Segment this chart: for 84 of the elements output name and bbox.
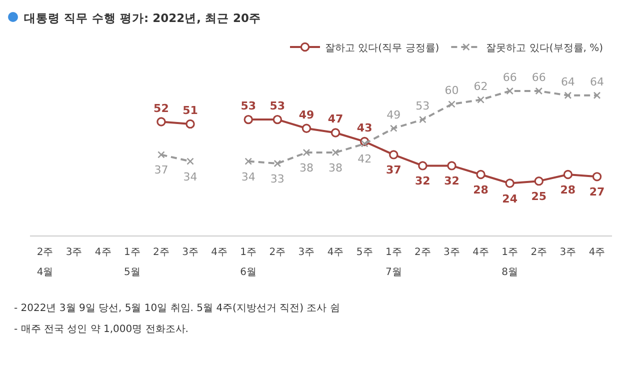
text: - 매주 전국 성인 약 1,000명 전화조사. — [14, 324, 188, 335]
x-tick-label: 2주 — [530, 247, 548, 258]
data-label: 32 — [444, 174, 460, 188]
point — [390, 124, 398, 132]
point — [592, 172, 602, 182]
x-tick-label: 2주 4월 — [36, 247, 54, 278]
x-tick-label: 3주 — [298, 247, 315, 258]
point — [156, 117, 166, 126]
point — [302, 148, 310, 156]
x-tick-label: 5주 — [356, 247, 373, 258]
data-label: 28 — [473, 183, 488, 196]
x-tick-label: 4주 — [472, 247, 489, 258]
data-label: 34 — [241, 170, 256, 184]
data-label: 27 — [589, 186, 605, 199]
data-label: 49 — [386, 108, 401, 122]
data-label: 53 — [270, 100, 286, 113]
point — [158, 151, 165, 158]
data-label: 37 — [386, 164, 402, 177]
point — [186, 119, 195, 129]
x-tick-label: 2주 — [414, 247, 431, 258]
x-tick-label: 3주 — [66, 247, 82, 258]
data-label: 66 — [532, 71, 546, 84]
point — [360, 140, 368, 148]
point — [563, 170, 573, 180]
point — [505, 178, 514, 188]
data-label: 53 — [416, 100, 430, 113]
point — [302, 124, 312, 133]
data-label: 66 — [502, 71, 517, 84]
legend-label: 잘하고 있다(직무 긍정률) — [325, 43, 440, 54]
data-label: 38 — [299, 162, 314, 175]
point — [419, 116, 426, 124]
point — [564, 92, 572, 100]
data-label: 51 — [182, 104, 198, 117]
data-label: 43 — [356, 122, 372, 135]
x-tick-label: 1주 5월 — [124, 247, 140, 278]
data-label: 32 — [415, 174, 430, 188]
x-tick-label: 1주 7월 — [385, 247, 402, 278]
point — [476, 170, 486, 180]
data-label: 38 — [328, 162, 343, 175]
x-tick-label: 2주 — [153, 247, 170, 258]
x-tick-label: 1주 8월 — [502, 247, 518, 278]
point — [332, 148, 340, 156]
point — [448, 100, 456, 108]
x-tick-label: 4주 — [588, 247, 606, 258]
x-tick-label: 4주 — [211, 247, 228, 258]
data-label: 53 — [240, 100, 256, 113]
x-tick-label: 1주 6월 — [240, 247, 257, 278]
point — [244, 114, 253, 124]
text: - 2022년 3월 9일 당선, 5월 10일 취임. 5월 4주(지방선거 직전) 조사 쉼 — [14, 303, 340, 314]
x-tick-label: 2주 — [269, 247, 286, 258]
chart-title: 대통령 직무 수행 평가: 2022년, 최근 20주 — [24, 11, 261, 25]
point — [534, 176, 544, 186]
point — [535, 87, 543, 95]
x-tick-label: 4주 — [327, 247, 344, 258]
point — [477, 96, 484, 104]
data-label: 64 — [560, 75, 575, 88]
point — [418, 161, 428, 170]
point — [593, 92, 601, 100]
point — [272, 114, 282, 124]
data-label: 49 — [298, 108, 314, 122]
data-label: 33 — [270, 172, 284, 186]
data-label: 34 — [183, 170, 198, 184]
x-tick-label: 3주 — [444, 247, 460, 258]
data-label: 64 — [590, 75, 604, 88]
point — [506, 87, 514, 95]
data-label: 62 — [474, 80, 488, 93]
data-label: 42 — [358, 152, 372, 166]
data-label: 37 — [154, 164, 168, 177]
data-label: 60 — [444, 84, 459, 98]
point — [389, 150, 398, 160]
legend-label: 잘못하고 있다(부정률, %) — [486, 43, 604, 54]
point — [186, 158, 194, 165]
x-tick-label: 3주 — [560, 247, 576, 258]
data-label: 47 — [328, 112, 344, 126]
point — [447, 161, 456, 170]
point — [274, 160, 282, 168]
data-label: 24 — [502, 192, 518, 206]
x-tick-label: 3주 — [182, 247, 198, 258]
data-label: 52 — [154, 102, 169, 115]
point — [330, 128, 340, 138]
x-tick-label: 4주 — [94, 247, 112, 258]
data-label: 25 — [531, 190, 547, 204]
data-label: 28 — [560, 183, 576, 196]
point — [244, 158, 252, 165]
